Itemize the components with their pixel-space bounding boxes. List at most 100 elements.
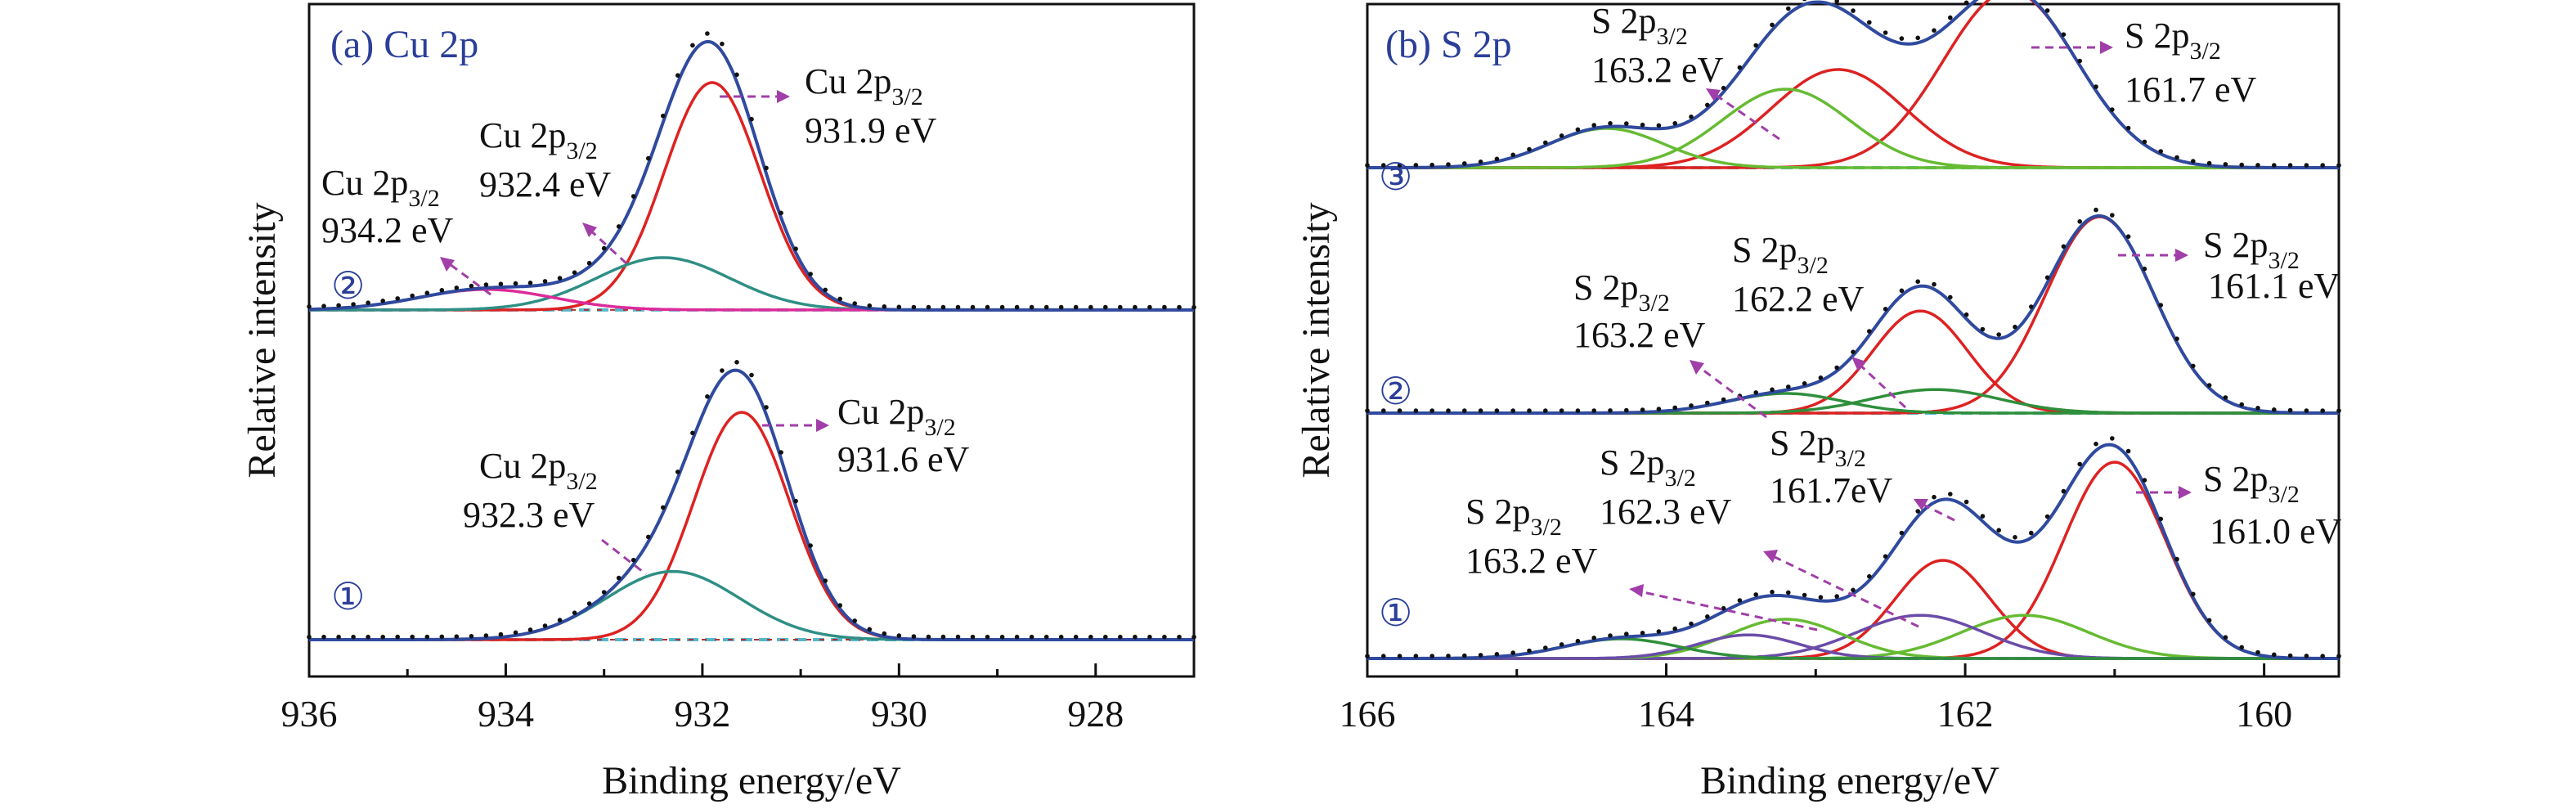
measured-point: [1721, 397, 1726, 402]
measured-point: [498, 631, 504, 637]
measured-point: [2158, 516, 2163, 522]
measured-point: [1429, 408, 1434, 413]
measured-point: [955, 634, 961, 640]
measured-point: [1996, 528, 2001, 533]
measured-point: [675, 470, 680, 474]
measured-point: [1462, 161, 1467, 166]
measured-point: [2206, 618, 2212, 623]
measured-point: [2272, 407, 2277, 412]
measured-point: [1753, 43, 1758, 48]
envelope-a-2: [308, 39, 1194, 312]
measured-point: [1608, 408, 1613, 413]
measured-point: [1478, 160, 1483, 164]
measured-a-1: [307, 360, 1196, 640]
anno-main: Cu 2p: [805, 61, 891, 101]
measured-point: [1058, 304, 1064, 310]
annotation-b-163-2-a: S 2p3/2 163.2 eV: [1465, 492, 1818, 631]
y-axis-label-a: Relative intensity: [240, 202, 284, 478]
measured-point: [2061, 244, 2067, 249]
anno-sub: 3/2: [1656, 23, 1687, 50]
measured-point: [2223, 635, 2228, 640]
measured-point: [646, 155, 651, 161]
measured-point: [1192, 634, 1196, 640]
measured-point: [2110, 436, 2115, 441]
annotation-b-161-7-top: S 2p3/2 161.7 eV: [2031, 16, 2257, 110]
measured-point: [616, 575, 622, 581]
measured-point: [1867, 573, 1872, 579]
measured-point: [1672, 626, 1677, 631]
measured-point: [1721, 605, 1726, 611]
measured-point: [1689, 403, 1694, 408]
arrow-head: [816, 419, 829, 432]
anno-value: 932.4 eV: [479, 164, 612, 204]
measured-point: [2239, 162, 2244, 168]
measured-point: [2255, 649, 2260, 655]
x-tick-label: 162: [1937, 693, 1994, 735]
measured-point: [2158, 149, 2163, 154]
measured-point: [2174, 336, 2179, 342]
measured-point: [1118, 304, 1123, 310]
envelope-b-2: [1367, 213, 2339, 415]
measured-point: [661, 505, 666, 510]
measured-point: [1559, 408, 1564, 413]
measured-point: [380, 634, 386, 640]
measured-point: [321, 303, 326, 309]
measured-point: [1478, 408, 1483, 413]
measured-point: [1818, 375, 1824, 380]
x-axis-label-a: Binding energy/eV: [602, 759, 901, 802]
measured-point: [1029, 634, 1034, 640]
measured-point: [2287, 163, 2293, 168]
measured-point: [1851, 349, 1856, 355]
measured-point: [999, 304, 1005, 310]
measured-point: [1103, 634, 1108, 640]
measured-point: [1932, 281, 1936, 287]
measured-point: [2013, 535, 2017, 540]
measured-point: [2061, 32, 2067, 37]
measured-point: [542, 279, 548, 284]
measured-point: [1915, 509, 1920, 514]
annotation-a-932-3: Cu 2p3/2 932.3 eV: [463, 446, 647, 576]
measured-point: [734, 360, 739, 365]
measured-point: [454, 285, 460, 290]
anno-arrow: [1710, 90, 1780, 141]
measured-point: [1397, 163, 1402, 168]
svg-text:S 2p3/2: S 2p3/2: [2203, 225, 2300, 274]
measured-point: [2142, 478, 2147, 483]
anno-value: 934.2 eV: [321, 210, 454, 250]
svg-text:S 2p3/2: S 2p3/2: [1591, 1, 1688, 50]
measured-point: [779, 210, 783, 216]
anno-arrow: [1769, 553, 1919, 628]
measured-point: [1088, 634, 1093, 640]
spectrum-label-a-1: ①: [331, 576, 365, 618]
measured-point: [882, 304, 887, 309]
measured-point: [1192, 304, 1196, 310]
measured-point: [867, 627, 873, 632]
panel-b-s2p: 166 164 162 160 (b) S 2p Binding energy/eV …: [1295, 0, 2342, 802]
measured-point: [336, 634, 341, 640]
svg-text:S 2p3/2: S 2p3/2: [2125, 16, 2221, 65]
svg-text:Cu 2p3/2: Cu 2p3/2: [479, 115, 598, 164]
measured-point: [1948, 492, 1953, 497]
measured-point: [1118, 634, 1123, 640]
measured-point: [2110, 213, 2115, 218]
measured-point: [1575, 638, 1581, 644]
anno-value: 161.7eV: [1770, 470, 1893, 510]
measured-point: [2287, 653, 2293, 658]
measured-point: [1818, 595, 1824, 600]
anno-main: Cu 2p: [321, 163, 408, 203]
x-tick-label: 164: [1638, 693, 1694, 735]
measured-point: [764, 165, 769, 171]
anno-main: S 2p: [2203, 459, 2268, 499]
svg-text:S 2p3/2: S 2p3/2: [2203, 459, 2300, 508]
measured-point: [1381, 654, 1386, 658]
anno-value: 161.1 eV: [2208, 266, 2340, 306]
measured-point: [1899, 288, 1905, 294]
measured-point: [2158, 303, 2163, 308]
measured-point: [985, 304, 990, 310]
measured-point: [1705, 614, 1710, 619]
anno-main: Cu 2p: [479, 115, 566, 155]
annotation-b-163-2-b: S 2p3/2 163.2 eV: [1573, 267, 1767, 419]
measured-point: [2336, 163, 2341, 168]
measured-point: [1608, 633, 1613, 638]
measured-point: [1899, 36, 1905, 41]
